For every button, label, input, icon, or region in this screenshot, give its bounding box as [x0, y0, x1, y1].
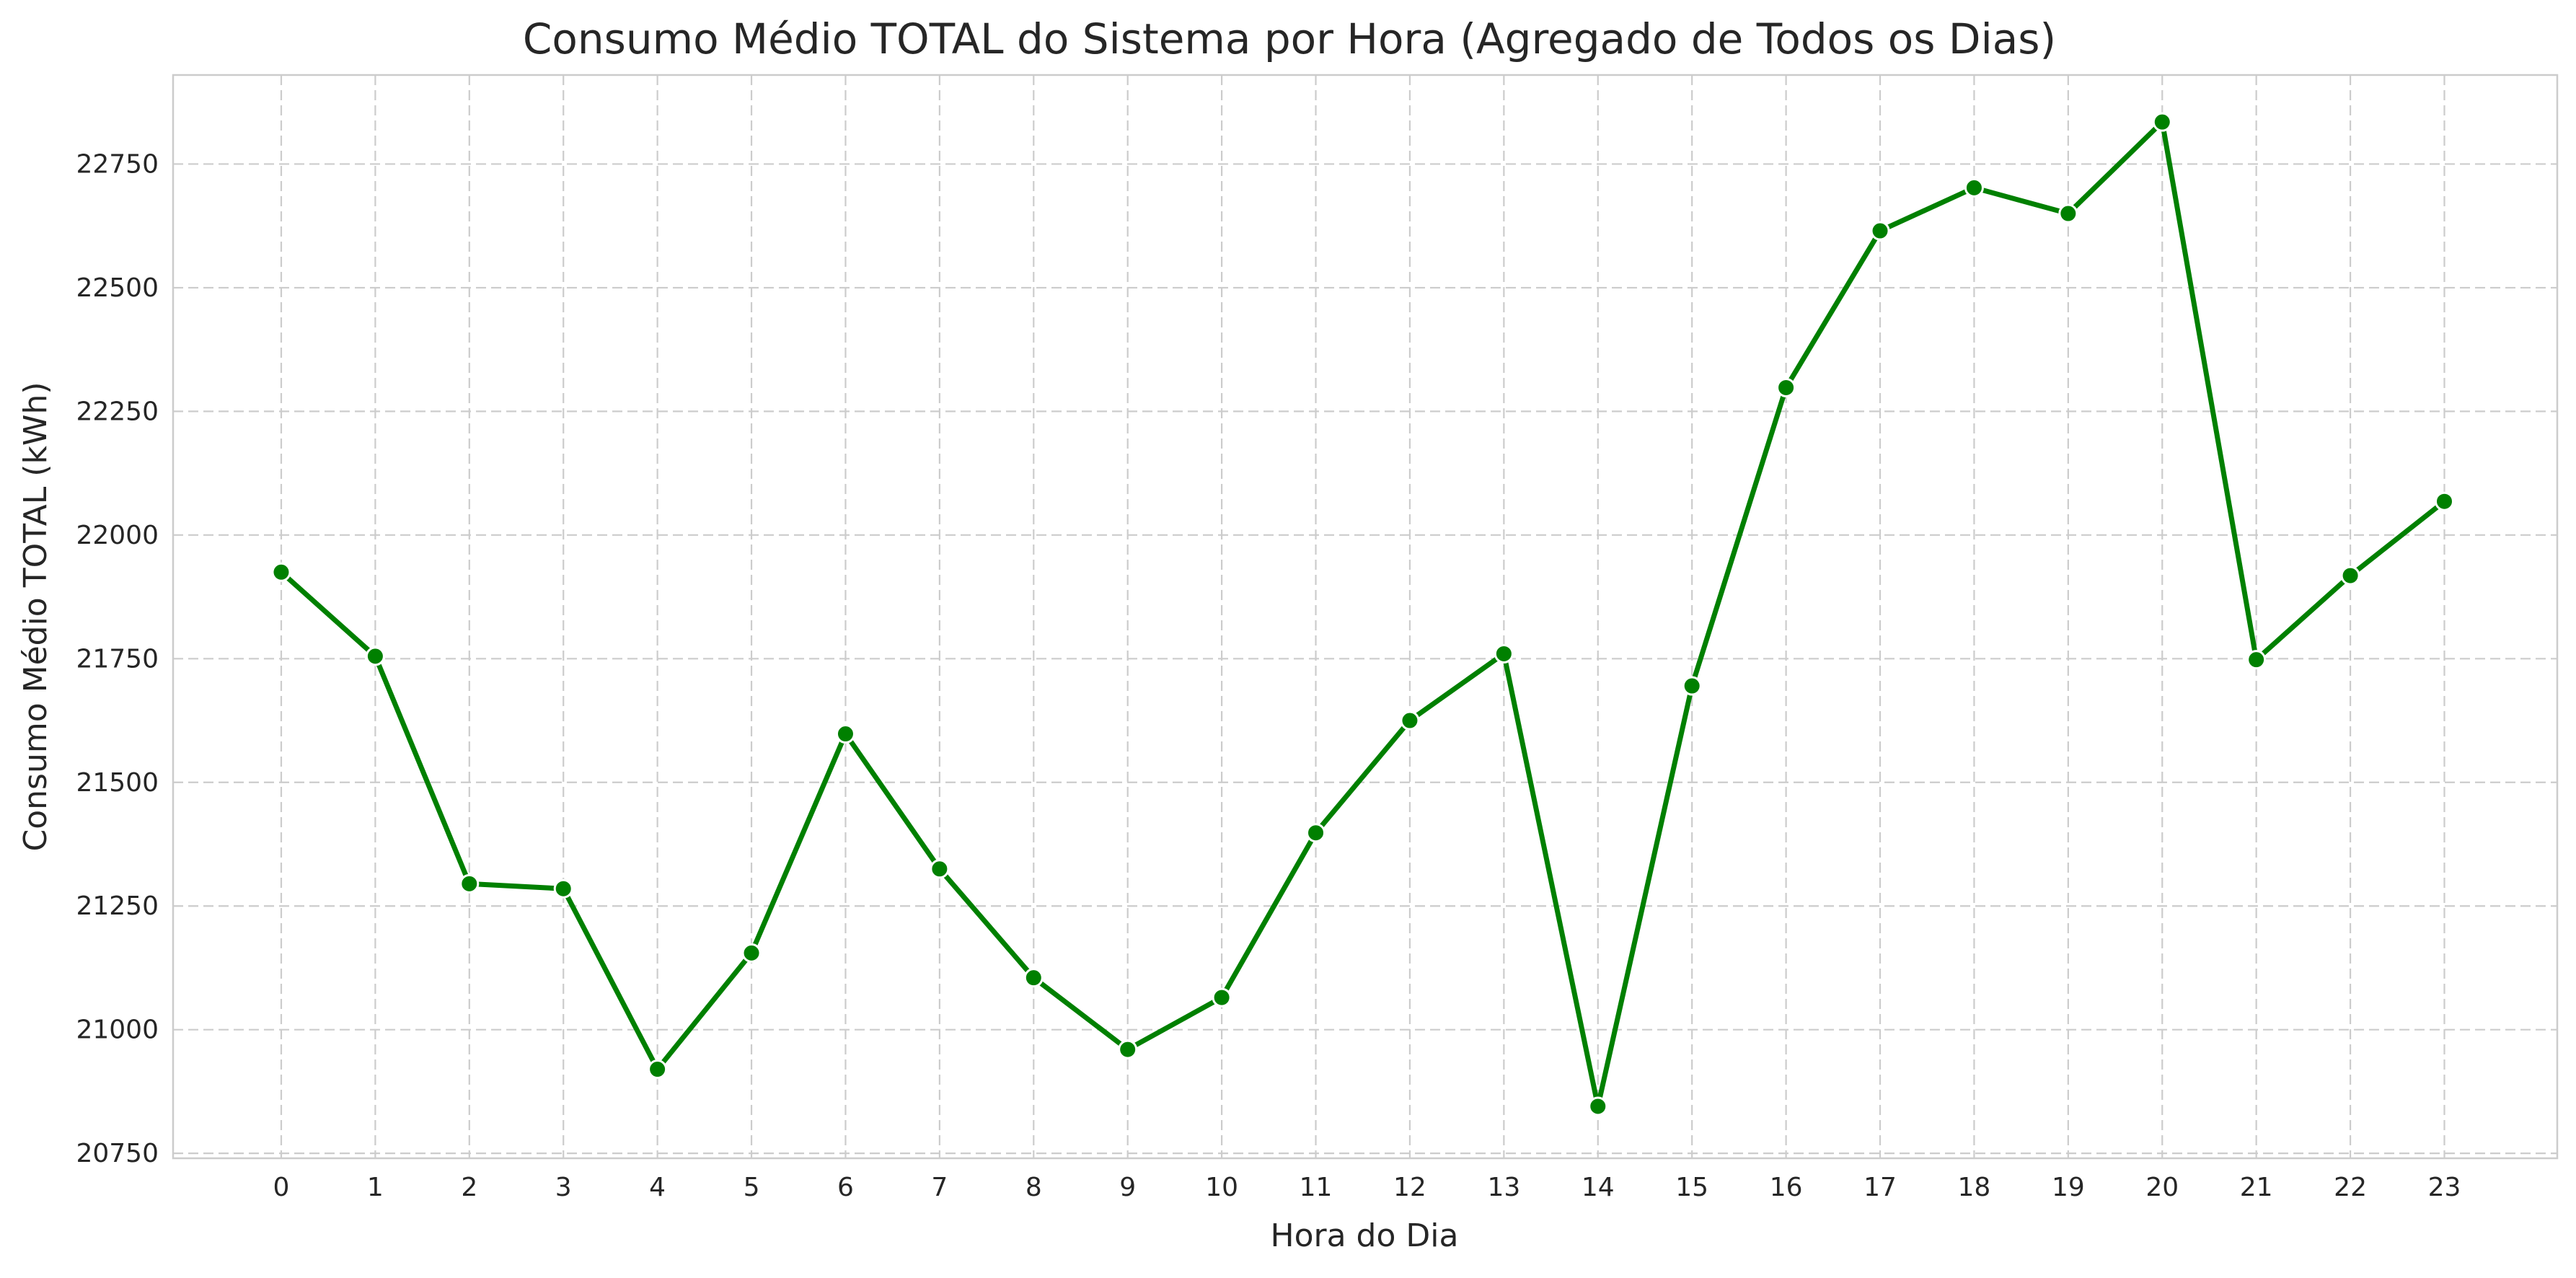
x-tick-label: 7	[931, 1173, 948, 1202]
data-point	[459, 873, 480, 894]
data-point	[741, 943, 762, 963]
x-tick-label: 20	[2145, 1173, 2179, 1202]
x-tick-label: 23	[2428, 1173, 2461, 1202]
x-tick-label: 5	[744, 1173, 760, 1202]
data-point	[1494, 643, 1514, 664]
y-tick-label: 22000	[76, 521, 159, 550]
data-point	[2246, 650, 2267, 670]
data-point	[553, 878, 573, 899]
x-tick-label: 2	[461, 1173, 477, 1202]
x-tick-label: 11	[1300, 1173, 1333, 1202]
x-tick-label: 13	[1487, 1173, 1520, 1202]
y-tick-label: 21500	[76, 768, 159, 798]
x-tick-label: 21	[2240, 1173, 2273, 1202]
data-point	[835, 724, 855, 744]
data-point	[1588, 1096, 1608, 1116]
x-tick-label: 15	[1675, 1173, 1708, 1202]
x-tick-label: 16	[1770, 1173, 1803, 1202]
plot-frame	[172, 74, 2559, 1160]
grid-lines	[173, 75, 2557, 1158]
y-tick-label: 21250	[76, 891, 159, 921]
data-point	[1023, 968, 1044, 988]
data-point	[648, 1059, 668, 1080]
data-point	[2340, 565, 2360, 586]
x-tick-label: 4	[649, 1173, 666, 1202]
data-point	[1306, 823, 1326, 843]
chart-title: Consumo Médio TOTAL do Sistema por Hora …	[523, 14, 2056, 63]
y-tick-label: 22250	[76, 397, 159, 426]
x-tick-label: 1	[367, 1173, 384, 1202]
data-point	[1400, 710, 1420, 731]
data-point	[1870, 221, 1890, 241]
x-tick-label: 18	[1958, 1173, 1991, 1202]
y-tick-label: 22500	[76, 273, 159, 303]
data-point	[2152, 112, 2172, 132]
data-point	[2435, 491, 2455, 511]
data-point	[1776, 377, 1796, 397]
y-tick-label: 22750	[76, 149, 159, 179]
data-point	[271, 562, 291, 582]
x-tick-label: 3	[555, 1173, 572, 1202]
x-tick-label: 22	[2334, 1173, 2367, 1202]
x-tick-label: 8	[1025, 1173, 1042, 1202]
x-axis-label: Hora do Dia	[1271, 1217, 1459, 1254]
series-layer	[271, 112, 2455, 1116]
y-tick-label: 21000	[76, 1015, 159, 1045]
x-tick-label: 10	[1205, 1173, 1238, 1202]
y-tick-label: 21750	[76, 644, 159, 674]
x-tick-label: 14	[1582, 1173, 1615, 1202]
data-point	[1682, 676, 1702, 696]
y-tick-label: 20750	[76, 1139, 159, 1168]
x-tick-label: 6	[837, 1173, 854, 1202]
x-tick-label: 17	[1863, 1173, 1897, 1202]
data-point	[365, 646, 385, 666]
tick-labels: 2075021000212502150021750220002225022500…	[76, 149, 2461, 1202]
data-point	[2058, 203, 2078, 224]
y-axis-label: Consumo Médio TOTAL (kWh)	[17, 382, 54, 852]
x-tick-label: 19	[2052, 1173, 2085, 1202]
data-point	[1118, 1039, 1138, 1059]
x-tick-label: 9	[1119, 1173, 1136, 1202]
series-line	[278, 119, 2448, 1109]
data-point	[1212, 987, 1232, 1008]
x-tick-label: 12	[1393, 1173, 1426, 1202]
x-tick-label: 0	[273, 1173, 290, 1202]
data-point	[930, 859, 950, 879]
data-point	[1964, 177, 1984, 198]
